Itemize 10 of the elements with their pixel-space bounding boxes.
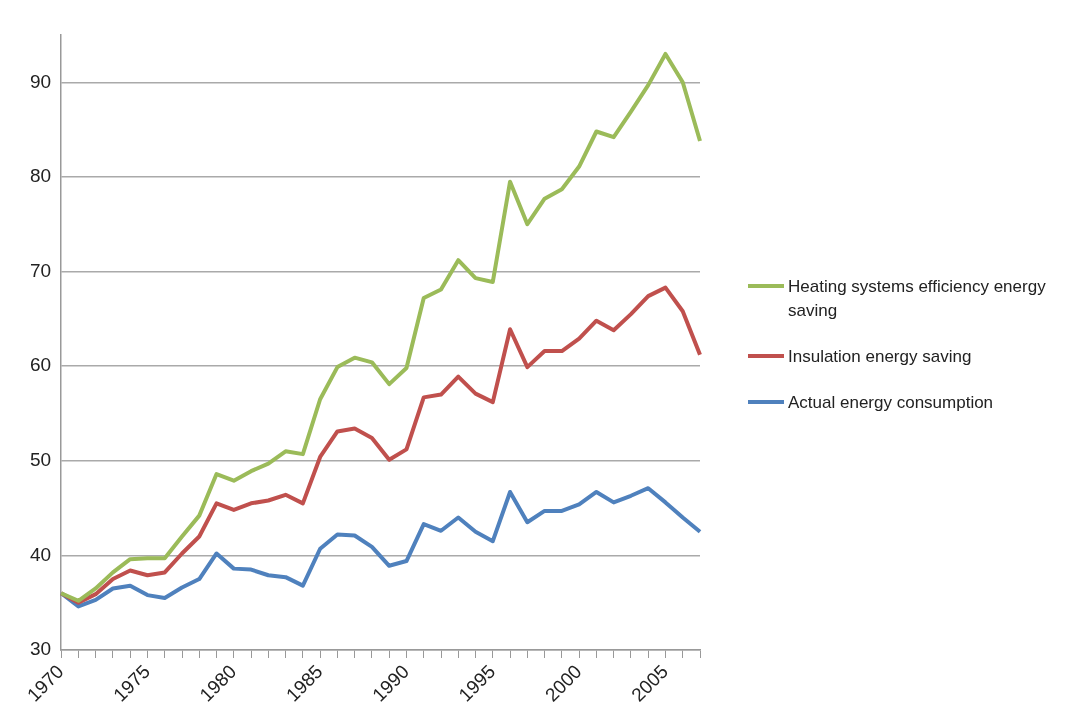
legend-label: Insulation energy saving bbox=[788, 346, 972, 368]
y-tick-label: 90 bbox=[29, 70, 52, 92]
y-tick-label: 70 bbox=[29, 259, 52, 281]
y-tick-label: 30 bbox=[29, 638, 52, 660]
legend-label: Heating systems efficiency energy saving bbox=[788, 276, 1047, 322]
y-tick-label: 60 bbox=[29, 354, 52, 376]
legend-label: Actual energy consumption bbox=[788, 392, 994, 414]
y-tick-label: 80 bbox=[29, 165, 52, 187]
y-tick-label: 50 bbox=[29, 449, 52, 470]
y-tick-label: 40 bbox=[29, 543, 52, 565]
